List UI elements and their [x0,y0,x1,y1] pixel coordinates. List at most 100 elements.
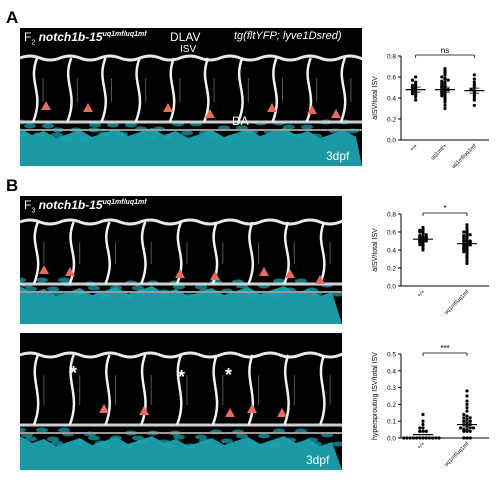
lymphatic-blob [306,437,318,443]
data-point [465,402,469,406]
data-point [410,78,415,82]
lymphatic-blob [199,438,211,444]
lymphatic-blob [88,285,100,291]
lymphatic-blob [273,278,285,284]
data-point [465,417,469,422]
lymphatic-blob [310,441,322,447]
isv-vessel [104,354,111,426]
isv-vessel [247,354,255,426]
panel-b-letter: B [6,176,19,195]
data-point [465,428,469,432]
lymphatic-blob [136,439,148,445]
data-point [421,426,425,430]
lymphatic-blob [173,434,185,440]
y-tick-label: 0.0 [387,138,396,145]
arrowhead [259,267,269,276]
x-tick-label: uq1mf/uq1mf [443,289,470,316]
lymphatic-blob [20,427,26,433]
data-point [465,389,469,393]
lymphatic-blob [99,294,111,300]
data-point [443,67,447,71]
panel-a-letter: A [6,8,19,27]
y-tick-label: 0.4 [387,96,396,103]
data-point [465,409,469,413]
dlav-vessel [20,54,362,62]
lymphatic-blob [47,286,59,292]
x-tick-label: +/+ [409,143,419,153]
arrowhead [83,103,93,112]
y-tick-label: 0.0 [387,436,396,443]
data-point [462,436,466,440]
y-axis-label: aISV/total ISV [372,76,379,120]
y-tick-label: 0.2 [387,402,396,409]
y-tick-label: 0.6 [387,230,396,237]
isv-vessel [140,221,147,285]
asterisk-3: * [225,365,233,385]
lymphatic-blob [125,122,137,128]
isv-vessel [140,354,147,426]
arrowhead [175,269,185,278]
y-tick-label: 0.8 [387,54,396,61]
lymphatic-blob [236,433,248,439]
data-point [431,436,435,440]
lymphatic-blob [269,442,281,448]
data-point [459,426,463,430]
dlav-vessel [20,351,342,359]
data-point [443,103,447,107]
x-tick-label: +/+ [417,289,427,299]
y-tick-label: 0.2 [387,266,396,273]
data-point [472,77,476,81]
lymphatic-blob [58,427,70,433]
lymphatic-blob [310,133,322,139]
lymphatic-blob [162,135,174,141]
lymphatic-blob [292,133,304,139]
isv-vessel [31,57,39,123]
data-point [418,426,422,430]
isv-vessel [247,221,254,285]
isv-vessel [237,57,244,123]
data-point [421,419,425,423]
lymphatic-blob [258,433,270,439]
arrowhead [99,404,109,413]
chart-b-hypersprouting: 0.0 0.1 0.2 0.3 0.4 0.5 hypersprouting ISV/tot… [372,344,489,468]
isv-vessel [68,221,76,285]
lymphatic-blob [98,131,110,137]
isv-vessel [66,57,73,123]
data-point [472,103,476,107]
asterisk-2: * [178,367,186,387]
genotype-label-a: F2 notch1b-15uq1mf/uq1mf [24,30,147,47]
significance-label: * [443,204,446,213]
data-point [462,230,466,234]
isv-vessel [68,354,76,426]
data-point [472,73,476,77]
isv-vessel [32,354,40,426]
y-tick-label: 0.4 [387,368,396,375]
data-point [465,406,469,410]
stage-label-b: 3dpf [306,453,330,467]
lymphatic-blob [99,444,111,450]
lymphatic-blob [25,286,37,292]
arrowhead [39,265,49,274]
reporter-label: tg(fltYFP; lyve1Dsred) [234,30,342,42]
isv-vessel [134,57,142,123]
stage-label-a: 3dpf [326,149,350,163]
lymphatic-blob [42,123,54,129]
isv-vessel [305,57,313,123]
y-tick-label: 0.5 [387,352,396,359]
significance-label: *** [440,344,449,353]
arrowhead [210,271,220,280]
lymphatic-blob [36,427,48,433]
data-point [443,106,447,111]
data-point [465,225,469,230]
data-point [465,436,469,440]
vessel-image-b2 [20,351,342,470]
dlav-vessel [20,218,342,226]
data-point [462,416,466,420]
y-tick-label: 0.0 [387,284,396,291]
lymphatic-blob [36,277,48,283]
lymphatic-blob [283,124,295,130]
lymphatic-blob [247,292,259,298]
arrowhead [41,101,51,110]
data-point [465,399,469,403]
data-point [468,429,472,433]
